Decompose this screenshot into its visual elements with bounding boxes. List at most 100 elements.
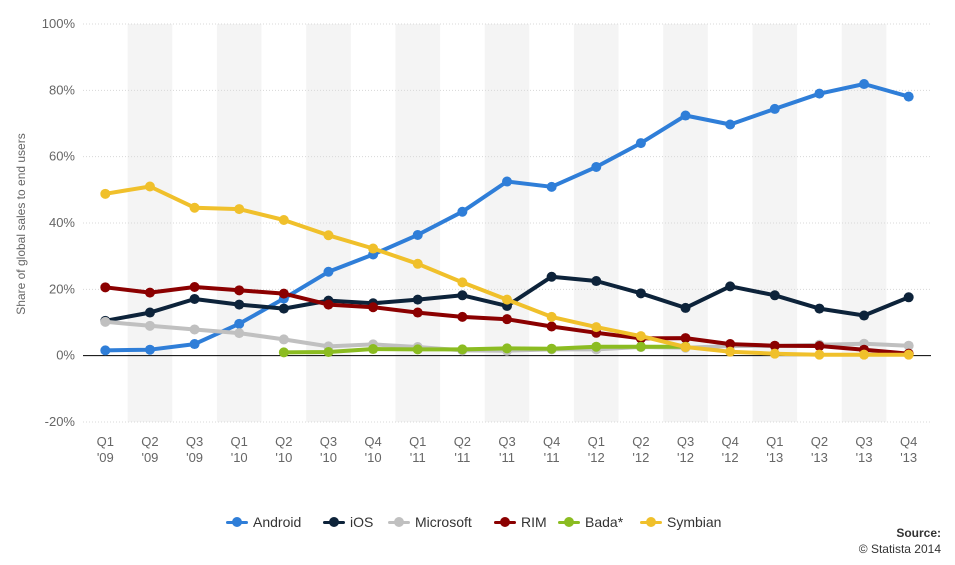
data-point-ios [859, 310, 870, 321]
data-point-symbian [903, 349, 914, 360]
data-point-rim [680, 333, 691, 344]
legend-item-symbian[interactable]: Symbian [640, 514, 721, 530]
data-point-symbian [100, 188, 111, 199]
data-point-symbian [591, 322, 602, 333]
series-rim [100, 282, 914, 359]
data-point-bada [278, 347, 289, 358]
data-point-rim [100, 282, 111, 293]
x-tick-label: '10 [275, 450, 292, 465]
series-ios [100, 271, 914, 326]
data-point-android [457, 206, 468, 217]
x-tick-label: Q4 [900, 434, 917, 449]
x-tick-label: '11 [499, 450, 515, 465]
x-tick-label: Q1 [231, 434, 248, 449]
data-point-rim [412, 307, 423, 318]
data-point-ios [769, 290, 780, 301]
x-tick-label: Q4 [364, 434, 381, 449]
data-point-symbian [725, 346, 736, 357]
data-point-symbian [144, 181, 155, 192]
legend-swatch-icon [388, 517, 410, 527]
data-point-android [144, 344, 155, 355]
legend-label: Bada* [585, 514, 624, 530]
x-tick-label: '10 [231, 450, 248, 465]
data-point-ios [412, 294, 423, 305]
legend-label: Microsoft [415, 514, 472, 530]
legend-item-microsoft[interactable]: Microsoft [388, 514, 472, 530]
x-tick-label: Q4 [543, 434, 560, 449]
x-tick-label: Q2 [632, 434, 649, 449]
line-chart: -20%0%20%40%60%80%100% Q1'09Q2'09Q3'09Q1… [14, 16, 931, 465]
legend-item-android[interactable]: Android [226, 514, 301, 530]
x-tick-label: Q2 [275, 434, 292, 449]
legend-label: iOS [350, 514, 374, 530]
x-tick-label: Q1 [766, 434, 783, 449]
data-point-bada [591, 341, 602, 352]
x-tick-label: '09 [186, 450, 203, 465]
y-tick-label: 60% [49, 149, 75, 164]
x-tick-label: Q1 [409, 434, 426, 449]
data-point-rim [189, 282, 200, 293]
data-point-symbian [234, 204, 245, 215]
data-point-bada [635, 341, 646, 352]
data-point-ios [189, 293, 200, 304]
x-tick-label: Q2 [811, 434, 828, 449]
data-point-android [859, 79, 870, 90]
data-point-android [814, 88, 825, 99]
series-lines [100, 79, 914, 360]
data-point-ios [144, 307, 155, 318]
data-point-bada [502, 343, 512, 354]
legend-item-ios[interactable]: iOS [323, 514, 373, 530]
data-point-symbian [189, 202, 200, 213]
x-tick-label: Q3 [186, 434, 203, 449]
x-tick-label: Q3 [677, 434, 694, 449]
data-point-android [412, 229, 423, 240]
data-point-android [100, 345, 111, 356]
x-tick-label: '13 [766, 450, 783, 465]
column-band [752, 24, 798, 422]
data-point-ios [546, 271, 557, 282]
data-point-ios [278, 303, 289, 314]
data-point-rim [725, 339, 736, 350]
source-text: © Statista 2014 [858, 542, 941, 556]
x-tick-label: Q1 [97, 434, 114, 449]
data-point-symbian [323, 230, 334, 241]
x-tick-label: Q3 [320, 434, 337, 449]
data-point-ios [680, 302, 691, 313]
series-line-bada [281, 344, 688, 355]
x-tick-label: '09 [97, 450, 114, 465]
x-tick-label: '10 [320, 450, 337, 465]
data-point-ios [903, 292, 914, 303]
data-point-rim [457, 311, 468, 322]
x-tick-label: Q4 [721, 434, 738, 449]
data-point-rim [278, 288, 289, 299]
legend-item-rim[interactable]: RIM [494, 514, 547, 530]
x-tick-label: '11 [410, 450, 426, 465]
x-tick-label: '12 [722, 450, 739, 465]
data-point-ios [635, 288, 646, 299]
legend-swatch-icon [494, 517, 516, 527]
data-point-symbian [502, 294, 512, 305]
legend: Android iOS Microsoft RIM Bada* Symbian [0, 514, 955, 534]
data-point-symbian [278, 215, 289, 226]
x-tick-label: '12 [677, 450, 694, 465]
data-point-android [234, 318, 245, 329]
data-point-ios [457, 290, 468, 301]
data-point-rim [368, 302, 379, 313]
data-point-rim [323, 299, 334, 310]
legend-item-bada[interactable]: Bada* [558, 514, 623, 530]
data-point-symbian [814, 349, 825, 360]
data-point-microsoft [100, 316, 111, 327]
data-point-bada [457, 344, 468, 355]
data-point-android [546, 181, 557, 192]
x-tick-label: '11 [544, 450, 560, 465]
y-tick-label: 20% [49, 281, 75, 296]
x-tick-label: Q1 [588, 434, 605, 449]
data-point-bada [412, 344, 423, 355]
series-android [100, 79, 914, 356]
data-point-ios [234, 299, 245, 310]
y-tick-label: 0% [56, 348, 75, 363]
data-point-android [769, 103, 780, 114]
source-title: Source: [896, 526, 941, 540]
series-symbian [100, 181, 914, 360]
x-tick-label: '11 [454, 450, 470, 465]
